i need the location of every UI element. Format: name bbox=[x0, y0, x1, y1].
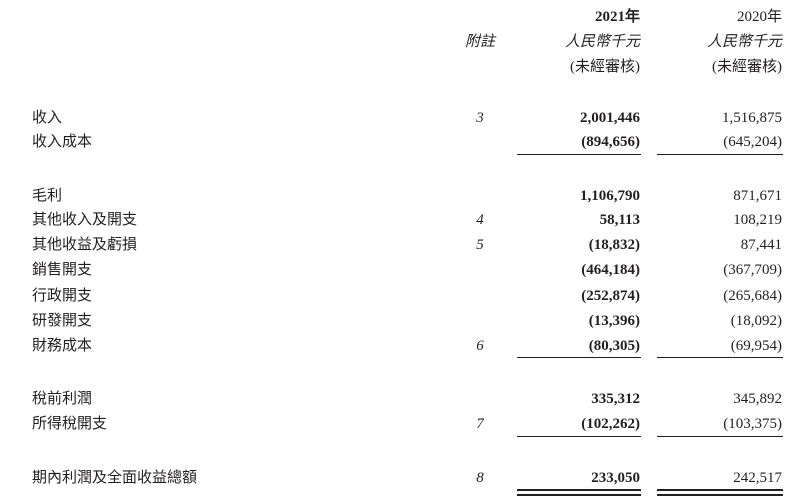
subtotal-rule bbox=[517, 436, 641, 437]
subtotal-rule bbox=[657, 154, 783, 155]
value-2020: (69,954) bbox=[730, 338, 782, 354]
value-2021: 335,312 bbox=[591, 391, 640, 407]
value-2021: 58,113 bbox=[599, 212, 640, 228]
value-2020: (18,092) bbox=[730, 313, 782, 329]
row-label: 銷售開支 bbox=[32, 262, 93, 278]
value-2020: (265,684) bbox=[723, 288, 782, 304]
row-label: 研發開支 bbox=[32, 313, 93, 329]
value-2021: 1,106,790 bbox=[580, 188, 640, 204]
subtotal-rule bbox=[657, 436, 783, 437]
subtotal-rule bbox=[517, 154, 641, 155]
value-2020: 1,516,875 bbox=[722, 110, 782, 126]
row-note: 7 bbox=[476, 416, 484, 432]
row-label: 行政開支 bbox=[32, 288, 93, 304]
total-double-rule bbox=[517, 489, 641, 491]
row-label: 財務成本 bbox=[32, 338, 93, 354]
header-2020-year: 2020年 bbox=[736, 9, 782, 25]
row-label: 其他收入及開支 bbox=[32, 212, 138, 228]
header-2021-status: (未經審核) bbox=[570, 59, 640, 75]
header-2021-year: 2021年 bbox=[594, 9, 640, 25]
total-double-rule bbox=[517, 494, 641, 496]
subtotal-rule bbox=[657, 357, 783, 358]
row-label: 其他收益及虧損 bbox=[32, 237, 138, 253]
row-label: 收入成本 bbox=[32, 134, 93, 150]
header-2020-unit: 人民幣千元 bbox=[706, 34, 782, 50]
value-2021: 2,001,446 bbox=[580, 110, 640, 126]
value-2020: (103,375) bbox=[723, 416, 782, 432]
row-note: 5 bbox=[476, 237, 484, 253]
value-2021: (102,262) bbox=[581, 416, 640, 432]
row-note: 3 bbox=[476, 110, 484, 126]
value-2020: 87,441 bbox=[740, 237, 782, 253]
value-2021: (252,874) bbox=[581, 288, 640, 304]
value-2021: (80,305) bbox=[588, 338, 640, 354]
total-double-rule bbox=[657, 489, 783, 491]
value-2021: (464,184) bbox=[581, 262, 640, 278]
value-2020: 108,219 bbox=[733, 212, 782, 228]
value-2021: (894,656) bbox=[581, 134, 640, 150]
header-2021-unit: 人民幣千元 bbox=[564, 34, 640, 50]
row-note: 4 bbox=[476, 212, 484, 228]
header-2020-status: (未經審核) bbox=[712, 59, 782, 75]
header-note: 附註 bbox=[464, 34, 495, 50]
row-label: 稅前利潤 bbox=[32, 391, 93, 407]
value-2021: 233,050 bbox=[591, 470, 640, 486]
row-label: 期內利潤及全面收益總額 bbox=[32, 470, 198, 486]
row-label: 毛利 bbox=[32, 188, 63, 204]
value-2020: (367,709) bbox=[723, 262, 782, 278]
value-2020: 871,671 bbox=[733, 188, 782, 204]
value-2020: 345,892 bbox=[733, 391, 782, 407]
row-label: 所得稅開支 bbox=[32, 416, 108, 432]
subtotal-rule bbox=[517, 357, 641, 358]
value-2021: (18,832) bbox=[588, 237, 640, 253]
value-2020: (645,204) bbox=[723, 134, 782, 150]
row-note: 8 bbox=[476, 470, 484, 486]
row-label: 收入 bbox=[32, 110, 63, 126]
row-note: 6 bbox=[476, 338, 484, 354]
value-2020: 242,517 bbox=[733, 470, 782, 486]
value-2021: (13,396) bbox=[588, 313, 640, 329]
total-double-rule bbox=[657, 494, 783, 496]
